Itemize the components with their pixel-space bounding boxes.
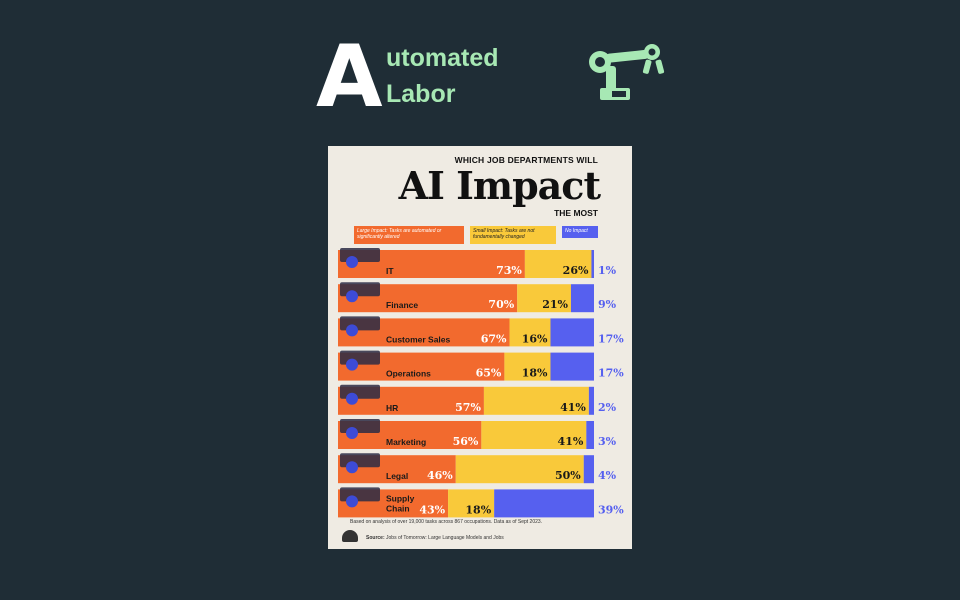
value-label-small-1: 21% <box>542 298 568 311</box>
bar-none-7 <box>494 489 594 518</box>
person-icon-5 <box>346 427 358 439</box>
person-icon-1 <box>346 290 358 303</box>
value-label-small-5: 41% <box>558 435 584 448</box>
value-label-large-4: 57% <box>455 401 481 414</box>
bar-small-5 <box>481 421 587 449</box>
bar-small-2 <box>509 318 551 347</box>
bar-small-6 <box>455 455 584 484</box>
value-label-small-7: 18% <box>465 503 491 516</box>
bar-small-4 <box>483 386 589 415</box>
bar-none-3 <box>550 352 594 381</box>
person-icon-0 <box>346 256 358 268</box>
value-label-none-0: 1% <box>598 264 617 277</box>
source-label: Source: <box>366 535 385 541</box>
value-label-large-0: 73% <box>496 264 522 277</box>
bar-none-2 <box>550 318 594 347</box>
robot-arm-icon <box>589 44 665 100</box>
category-label-3: Operations <box>386 369 431 379</box>
legend-large-impact: Large Impact: Tasks are automated or sig… <box>354 226 464 244</box>
value-label-small-4: 41% <box>560 401 586 414</box>
category-label-1: Finance <box>386 300 418 310</box>
person-icon-4 <box>346 392 358 405</box>
brand-line-1: utomated <box>386 44 499 72</box>
bar-none-1 <box>570 284 594 313</box>
category-label-4: HR <box>386 403 398 413</box>
category-label-7-0: Supply <box>386 493 415 503</box>
stacked-bar-chart: 73% 26% 1% IT 70% 21% 9% Finance 67% 16% 17% Custom… <box>338 248 624 518</box>
category-label-7-1: Chain <box>386 503 410 513</box>
poster-kicker: WHICH JOB DEPARTMENTS WILL <box>454 155 598 165</box>
value-label-large-1: 70% <box>488 298 514 311</box>
value-label-large-3: 65% <box>476 367 502 380</box>
bar-none-5 <box>586 421 594 449</box>
person-icon-7 <box>346 495 358 508</box>
category-illustration-icon-7 <box>340 487 380 502</box>
value-label-large-6: 46% <box>427 469 453 482</box>
category-illustration-icon-2 <box>340 316 380 331</box>
bar-small-3 <box>504 352 551 381</box>
bar-none-0 <box>591 250 594 278</box>
poster-subtitle: THE MOST <box>554 208 598 218</box>
legend-no-impact: No Impact <box>562 226 598 238</box>
person-icon-6 <box>346 461 358 474</box>
value-label-large-7: 43% <box>419 503 445 516</box>
value-label-large-5: 56% <box>453 435 479 448</box>
person-icon-3 <box>346 358 358 371</box>
category-label-0: IT <box>386 266 394 276</box>
category-illustration-icon-4 <box>340 384 380 399</box>
poster-title: AI Impact <box>398 163 601 208</box>
category-label-5: Marketing <box>386 437 426 447</box>
bar-small-0 <box>524 250 592 278</box>
category-label-2: Customer Sales <box>386 334 451 344</box>
value-label-none-5: 3% <box>598 435 617 448</box>
value-label-none-6: 4% <box>598 469 617 482</box>
bar-none-6 <box>583 455 594 484</box>
category-illustration-icon-5 <box>340 419 380 433</box>
bar-none-4 <box>588 386 594 415</box>
legend-small-impact: Small Impact: Tasks are not fundamentall… <box>470 226 556 244</box>
value-label-none-1: 9% <box>598 298 617 311</box>
value-label-small-3: 18% <box>522 367 548 380</box>
value-label-none-3: 17% <box>598 367 624 380</box>
source-text: Jobs of Tomorrow: Large Language Models … <box>386 535 504 541</box>
category-illustration-icon-3 <box>340 350 380 365</box>
person-icon-2 <box>346 324 358 337</box>
infographic-poster: WHICH JOB DEPARTMENTS WILL AI Impact THE… <box>328 146 632 549</box>
value-label-none-2: 17% <box>598 332 624 345</box>
category-illustration-icon-1 <box>340 282 380 297</box>
brand-logo: A utomated Labor <box>316 34 676 120</box>
value-label-small-2: 16% <box>522 332 548 345</box>
brand-line-2: Labor <box>386 80 456 108</box>
category-label-6: Legal <box>386 471 408 481</box>
category-illustration-icon-0 <box>340 248 380 262</box>
brand-letter: A <box>316 27 383 127</box>
source-line: Source: Jobs of Tomorrow: Large Language… <box>366 535 504 541</box>
bar-small-1 <box>517 284 571 313</box>
bar-small-7 <box>448 489 495 518</box>
value-label-large-2: 67% <box>481 332 507 345</box>
value-label-small-6: 50% <box>555 469 581 482</box>
category-illustration-icon-6 <box>340 453 380 468</box>
value-label-small-0: 26% <box>563 264 589 277</box>
value-label-none-7: 39% <box>598 503 624 516</box>
footnote: Based on analysis of over 19,000 tasks a… <box>350 519 543 525</box>
publisher-logo-icon <box>342 530 358 542</box>
value-label-none-4: 2% <box>598 401 617 414</box>
